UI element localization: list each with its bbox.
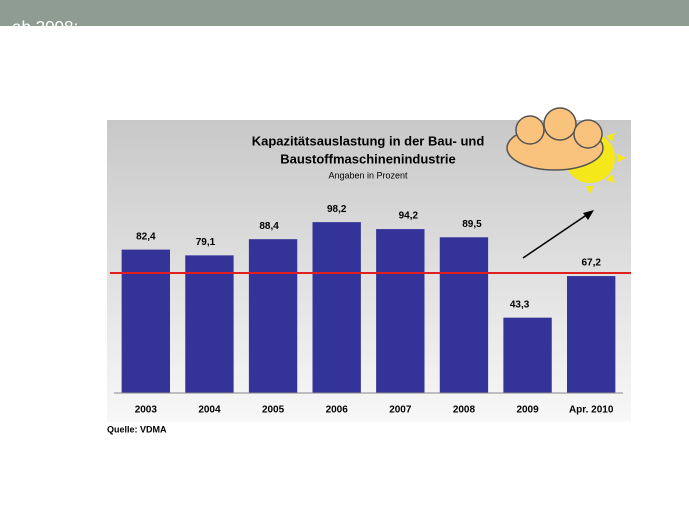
value-label: 82,4 [136, 231, 156, 242]
header-mask [0, 26, 689, 32]
value-label: 43,3 [510, 299, 530, 310]
x-tick-label: 2007 [389, 405, 412, 416]
x-tick-label: Apr. 2010 [569, 405, 614, 416]
x-tick-label: 2003 [135, 405, 158, 416]
chart-title: Baustoffmaschinenindustrie [280, 151, 456, 166]
x-tick-label: 2004 [198, 405, 221, 416]
bar [503, 317, 552, 393]
bar [312, 222, 361, 393]
x-tick-label: 2008 [453, 405, 476, 416]
chart-subtitle: Angaben in Prozent [328, 170, 408, 180]
bar [248, 239, 298, 393]
value-label: 98,2 [327, 204, 347, 215]
value-label: 89,5 [462, 219, 482, 230]
x-tick-label: 2005 [262, 405, 285, 416]
trend-arrow [522, 210, 594, 259]
x-tick-label: 2009 [516, 405, 539, 416]
bar [439, 237, 489, 393]
header-bar [0, 0, 689, 26]
x-tick-label: 2006 [326, 405, 349, 416]
bar [121, 249, 170, 393]
value-label: 88,4 [259, 221, 279, 232]
value-label: 79,1 [196, 237, 216, 248]
bar [567, 276, 616, 393]
source: Quelle: VDMA [107, 424, 167, 434]
value-label: 67,2 [581, 258, 601, 269]
chart-title: Kapazitätsauslastung in der Bau- und [252, 133, 485, 148]
value-label: 94,2 [399, 211, 419, 222]
cloud [506, 107, 604, 171]
bar [376, 229, 425, 393]
bar [185, 255, 234, 393]
